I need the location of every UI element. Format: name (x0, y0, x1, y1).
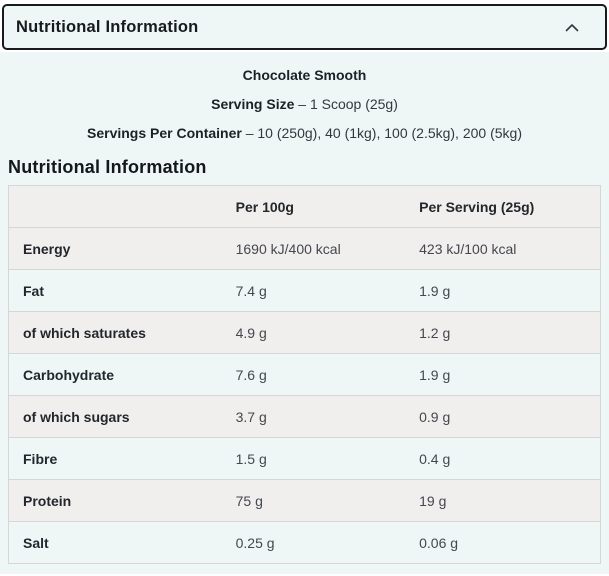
per-serving-value: 0.9 g (405, 395, 601, 438)
nutrient-label: Salt (8, 521, 222, 564)
per-serving-value: 423 kJ/100 kcal (405, 227, 601, 270)
nutrient-label: Protein (8, 479, 222, 522)
table-row: Energy 1690 kJ/400 kcal 423 kJ/100 kcal (8, 227, 601, 270)
nutrient-label: of which saturates (8, 311, 222, 354)
servings-per-container-value: – 10 (250g), 40 (1kg), 100 (2.5kg), 200 … (241, 125, 522, 141)
serving-size-label: Serving Size (211, 96, 295, 112)
table-row: Fat 7.4 g 1.9 g (8, 269, 601, 312)
nutrition-table-body: Energy 1690 kJ/400 kcal 423 kJ/100 kcal … (8, 227, 601, 564)
per-100g-value: 7.4 g (221, 269, 406, 312)
per-serving-value: 1.9 g (405, 353, 601, 396)
table-header-row: Per 100g Per Serving (25g) (8, 185, 601, 228)
table-row: Salt 0.25 g 0.06 g (8, 521, 601, 564)
per-100g-value: 75 g (221, 479, 406, 522)
column-header-per-serving: Per Serving (25g) (405, 185, 601, 228)
nutritional-information-accordion-header[interactable]: Nutritional Information (2, 4, 607, 50)
flavour-name-text: Chocolate Smooth (242, 67, 367, 83)
per-100g-value: 0.25 g (221, 521, 406, 564)
chevron-up-icon[interactable] (565, 23, 579, 32)
per-serving-value: 19 g (405, 479, 601, 522)
column-header-per-100g: Per 100g (221, 185, 406, 228)
table-row: Fibre 1.5 g 0.4 g (8, 437, 601, 480)
per-serving-value: 1.2 g (405, 311, 601, 354)
servings-per-container-label: Servings Per Container (87, 125, 242, 141)
serving-size-value: – 1 Scoop (25g) (294, 96, 398, 112)
table-row: Carbohydrate 7.6 g 1.9 g (8, 353, 601, 396)
table-row: of which sugars 3.7 g 0.9 g (8, 395, 601, 438)
table-section-heading: Nutritional Information (8, 157, 207, 177)
nutrient-label: Energy (8, 227, 222, 270)
nutritional-information-panel: Chocolate Smooth Serving Size – 1 Scoop … (0, 52, 609, 574)
nutrient-label: Fibre (8, 437, 222, 480)
serving-size-line: Serving Size – 1 Scoop (25g) (0, 94, 609, 114)
per-serving-value: 0.4 g (405, 437, 601, 480)
table-row: of which saturates 4.9 g 1.2 g (8, 311, 601, 354)
table-row: Protein 75 g 19 g (8, 479, 601, 522)
per-100g-value: 7.6 g (221, 353, 406, 396)
per-serving-value: 0.06 g (405, 521, 601, 564)
nutrient-label: Fat (8, 269, 222, 312)
nutrition-table-header: Per 100g Per Serving (25g) (8, 185, 601, 228)
column-header-nutrient (8, 185, 222, 228)
per-100g-value: 3.7 g (221, 395, 406, 438)
nutrient-label: Carbohydrate (8, 353, 222, 396)
per-100g-value: 1.5 g (221, 437, 406, 480)
accordion-title: Nutritional Information (16, 17, 199, 36)
per-100g-value: 4.9 g (221, 311, 406, 354)
per-serving-value: 1.9 g (405, 269, 601, 312)
servings-per-container-line: Servings Per Container – 10 (250g), 40 (… (0, 123, 609, 143)
nutrient-label: of which sugars (8, 395, 222, 438)
nutrition-table: Per 100g Per Serving (25g) Energy 1690 k… (8, 185, 601, 564)
per-100g-value: 1690 kJ/400 kcal (221, 227, 406, 270)
flavour-name: Chocolate Smooth (0, 65, 609, 85)
